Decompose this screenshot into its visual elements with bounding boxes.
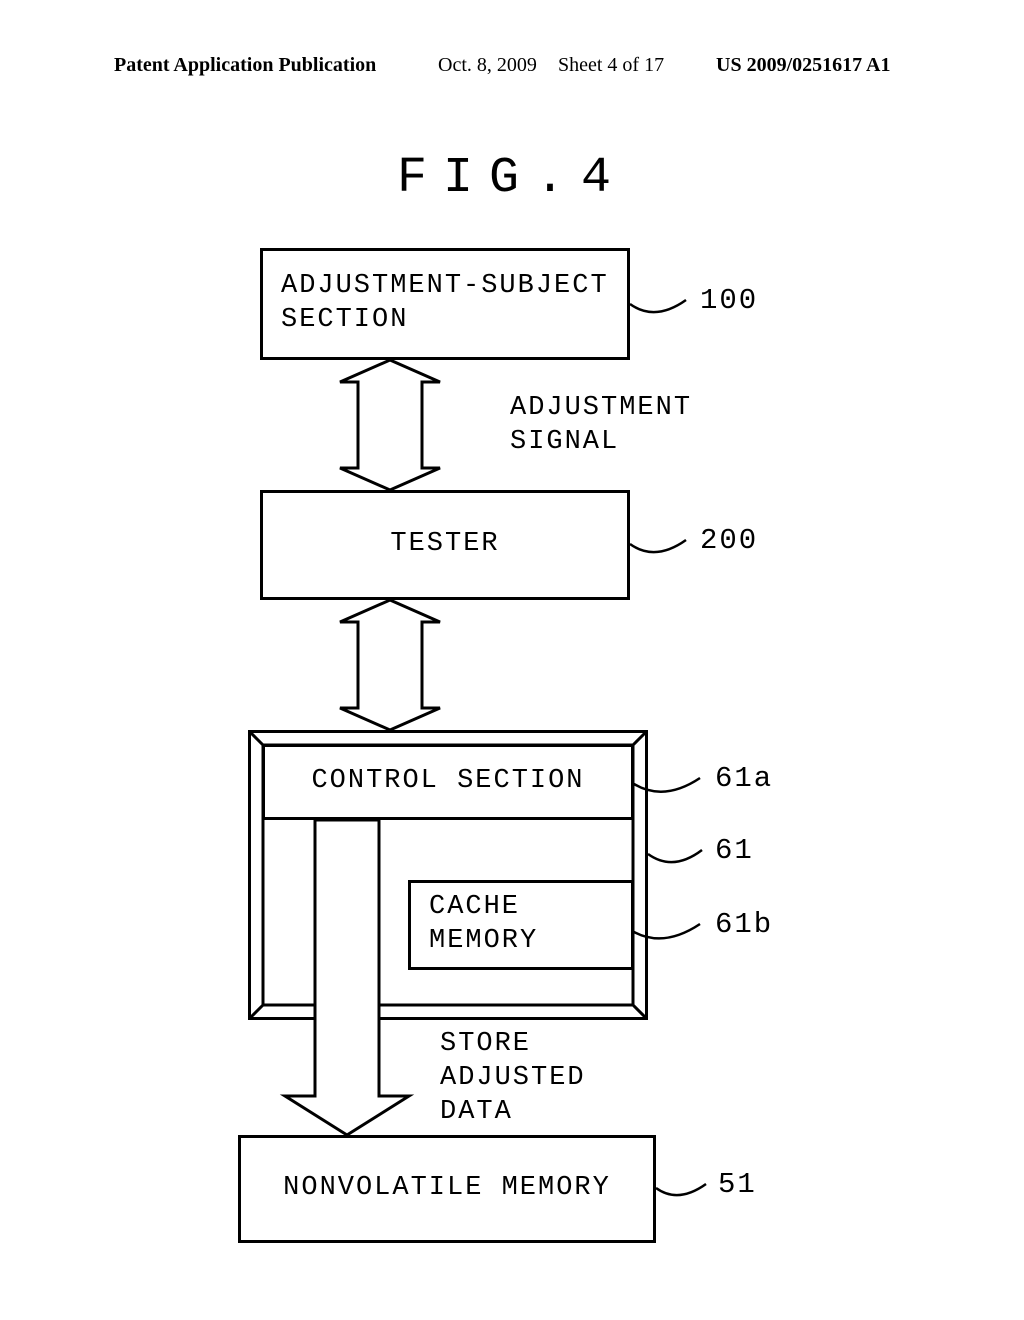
double-arrow-2-icon xyxy=(340,600,480,730)
ref-61a: 61a xyxy=(715,762,773,795)
header-date: Oct. 8, 2009 xyxy=(438,54,537,77)
header-sheet: Sheet 4 of 17 xyxy=(558,54,664,77)
label-adjustment-subject: ADJUSTMENT-SUBJECT SECTION xyxy=(281,270,609,338)
box-nonvolatile-memory: NONVOLATILE MEMORY xyxy=(238,1135,656,1243)
double-arrow-1-icon xyxy=(340,360,480,490)
label-tester: TESTER xyxy=(390,528,499,562)
box-tester: TESTER xyxy=(260,490,630,600)
ref-100: 100 xyxy=(700,284,758,317)
header-pubno: US 2009/0251617 A1 xyxy=(716,54,890,77)
ref-61b: 61b xyxy=(715,908,773,941)
leader-200-icon xyxy=(630,540,700,560)
label-store-adjusted-data: STORE ADJUSTED DATA xyxy=(440,1028,586,1129)
label-cache-memory: CACHE MEMORY xyxy=(429,891,538,959)
label-nonvolatile-memory: NONVOLATILE MEMORY xyxy=(283,1172,611,1206)
ref-61: 61 xyxy=(715,834,754,867)
label-control-section: CONTROL SECTION xyxy=(311,765,584,799)
ref-200: 200 xyxy=(700,524,758,557)
leader-100-icon xyxy=(630,300,700,320)
figure-title: FIG.4 xyxy=(0,150,1024,207)
leader-61b-icon xyxy=(634,926,714,946)
label-adjustment-signal: ADJUSTMENT SIGNAL xyxy=(510,392,692,460)
ref-51: 51 xyxy=(718,1168,757,1201)
down-arrow-icon xyxy=(285,820,445,1138)
box-control-section: CONTROL SECTION xyxy=(262,744,634,820)
leader-61a-icon xyxy=(634,780,714,800)
leader-51-icon xyxy=(656,1184,726,1204)
header-left: Patent Application Publication xyxy=(114,54,376,77)
box-adjustment-subject: ADJUSTMENT-SUBJECT SECTION xyxy=(260,248,630,360)
leader-61-icon xyxy=(648,850,718,870)
